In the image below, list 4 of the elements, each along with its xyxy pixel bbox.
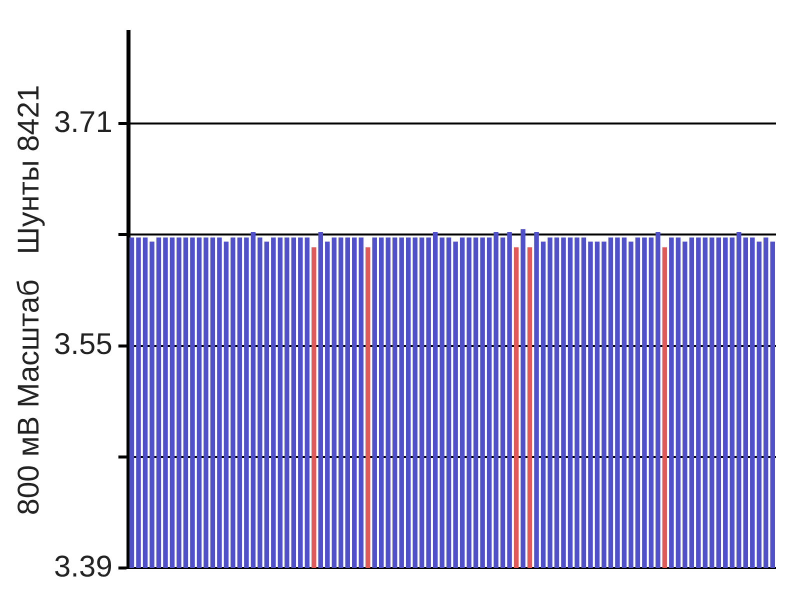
y-tick-label: 3.55 — [54, 328, 112, 362]
y-tick-label: 3.71 — [54, 106, 112, 139]
y-tick-label: 3.39 — [54, 550, 112, 584]
y-axis-title: 800 мВ Масштаб Шунты 8421 — [12, 84, 46, 516]
